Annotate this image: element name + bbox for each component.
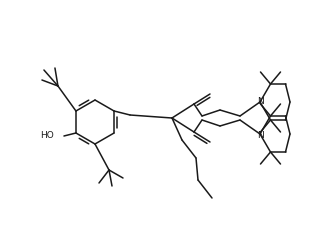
Text: HO: HO xyxy=(40,132,54,140)
Text: N: N xyxy=(257,130,263,139)
Text: N: N xyxy=(257,96,263,105)
